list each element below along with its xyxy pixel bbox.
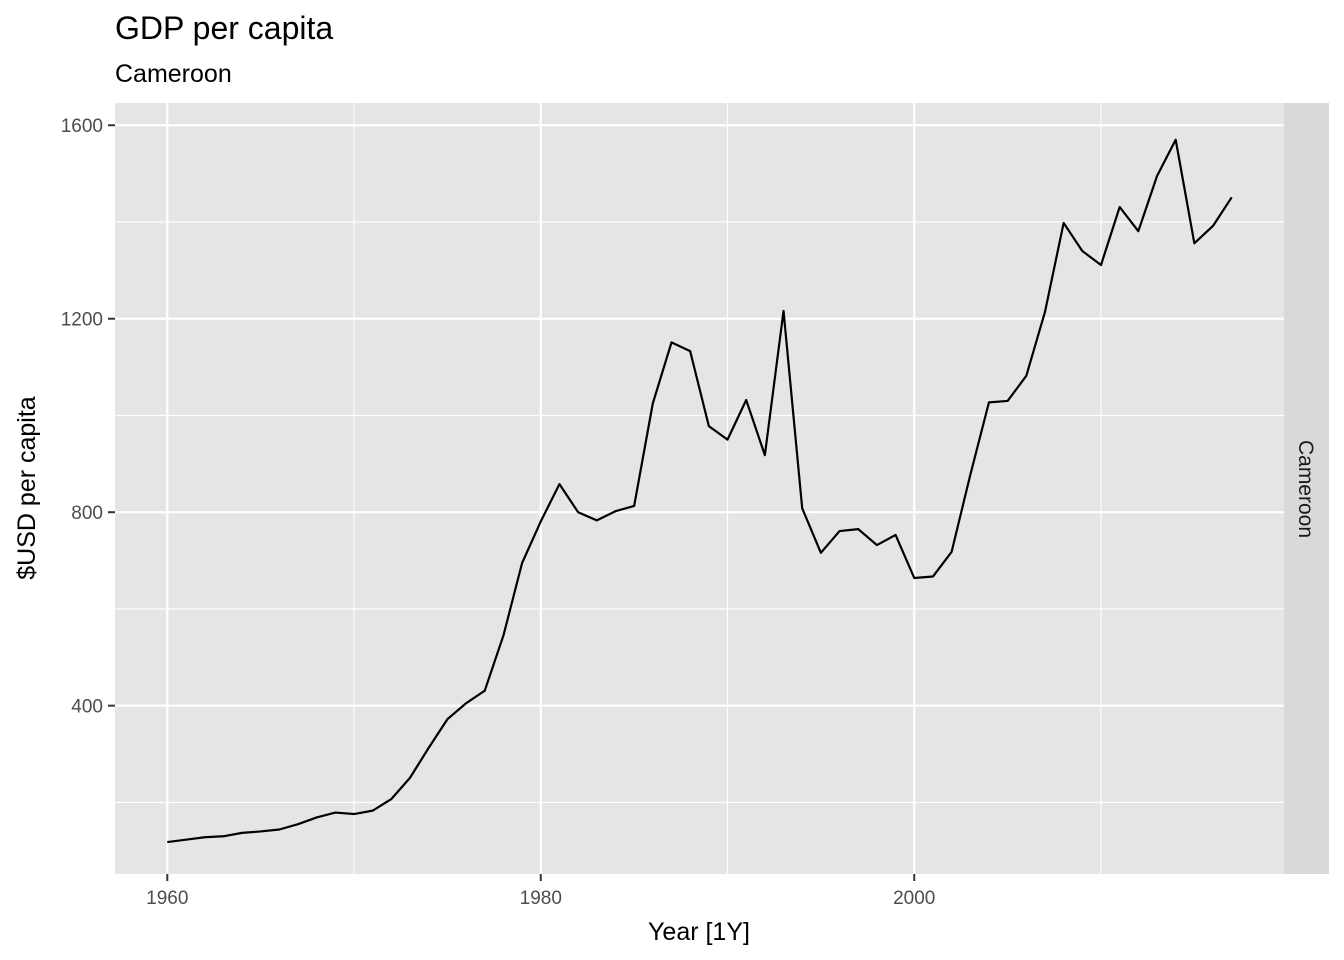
plot-panel [115, 103, 1284, 874]
minor-gridlines [115, 103, 1284, 874]
chart-subtitle: Cameroon [115, 60, 232, 88]
chart-title: GDP per capita [115, 10, 333, 46]
y-tick-label: 800 [71, 503, 103, 524]
series-line-cameroon [167, 138, 1233, 844]
x-tick-label: 2000 [893, 888, 935, 909]
x-tick-label: 1960 [146, 888, 188, 909]
facet-strip [1284, 103, 1329, 874]
x-axis-title: Year [1Y] [648, 918, 750, 946]
y-tick-label: 1200 [61, 310, 103, 331]
y-tick-label: 400 [71, 697, 103, 718]
y-axis: 400 800 1200 1600 [61, 116, 115, 718]
major-gridlines [115, 103, 1284, 874]
x-axis: 1960 1980 2000 [146, 874, 935, 909]
y-axis-title: $USD per capita [13, 396, 41, 580]
y-tick-label: 1600 [61, 116, 103, 137]
x-tick-label: 1980 [520, 888, 562, 909]
facet-strip-label: Cameroon [1294, 440, 1317, 538]
